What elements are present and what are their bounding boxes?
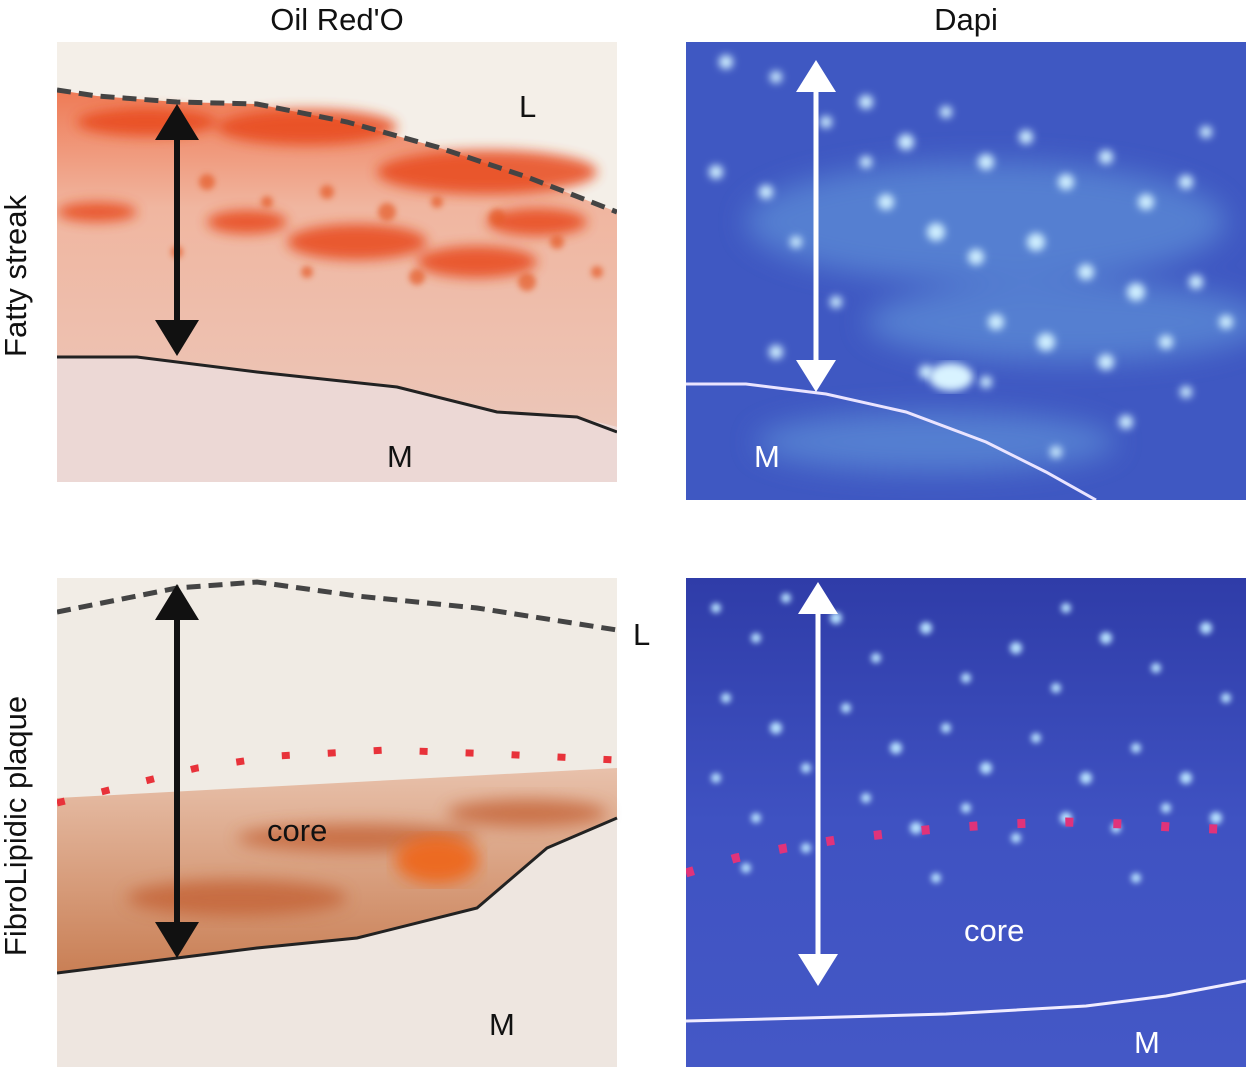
intima-thickness-arrow [155,584,199,958]
lumen-label: L [633,617,651,652]
row-title-fibrolipidic-plaque: FibroLipidic plaque [0,695,33,957]
core-label: core [964,913,1025,948]
intima-thickness-arrow [796,60,836,392]
dapi-fatty-streak-image [686,42,1246,500]
media-label: M [489,1007,515,1042]
dapi-fatty-streak-panel: M [686,42,1246,500]
core-label: core [267,813,328,848]
lumen-label: L [519,89,537,124]
media-label: M [387,439,413,474]
oil-red-o-fibrolipidic-image [57,578,618,1067]
media-label: M [754,439,780,474]
intima-thickness-arrow [155,104,199,356]
column-title-oil-red-o: Oil Red'O [270,2,404,37]
oil-red-o-fibrolipidic-panel: L core M [57,578,657,1067]
media-label: M [1134,1025,1160,1060]
oil-red-o-fatty-streak-panel: L M [57,42,617,500]
dapi-fibrolipidic-panel: core M [686,578,1246,1067]
oil-red-o-fatty-streak-image [57,42,617,500]
dapi-fibrolipidic-image [686,578,1246,1067]
column-title-dapi: Dapi [934,2,998,37]
row-title-fatty-streak: Fatty streak [0,195,33,357]
intima-thickness-arrow [798,582,838,986]
